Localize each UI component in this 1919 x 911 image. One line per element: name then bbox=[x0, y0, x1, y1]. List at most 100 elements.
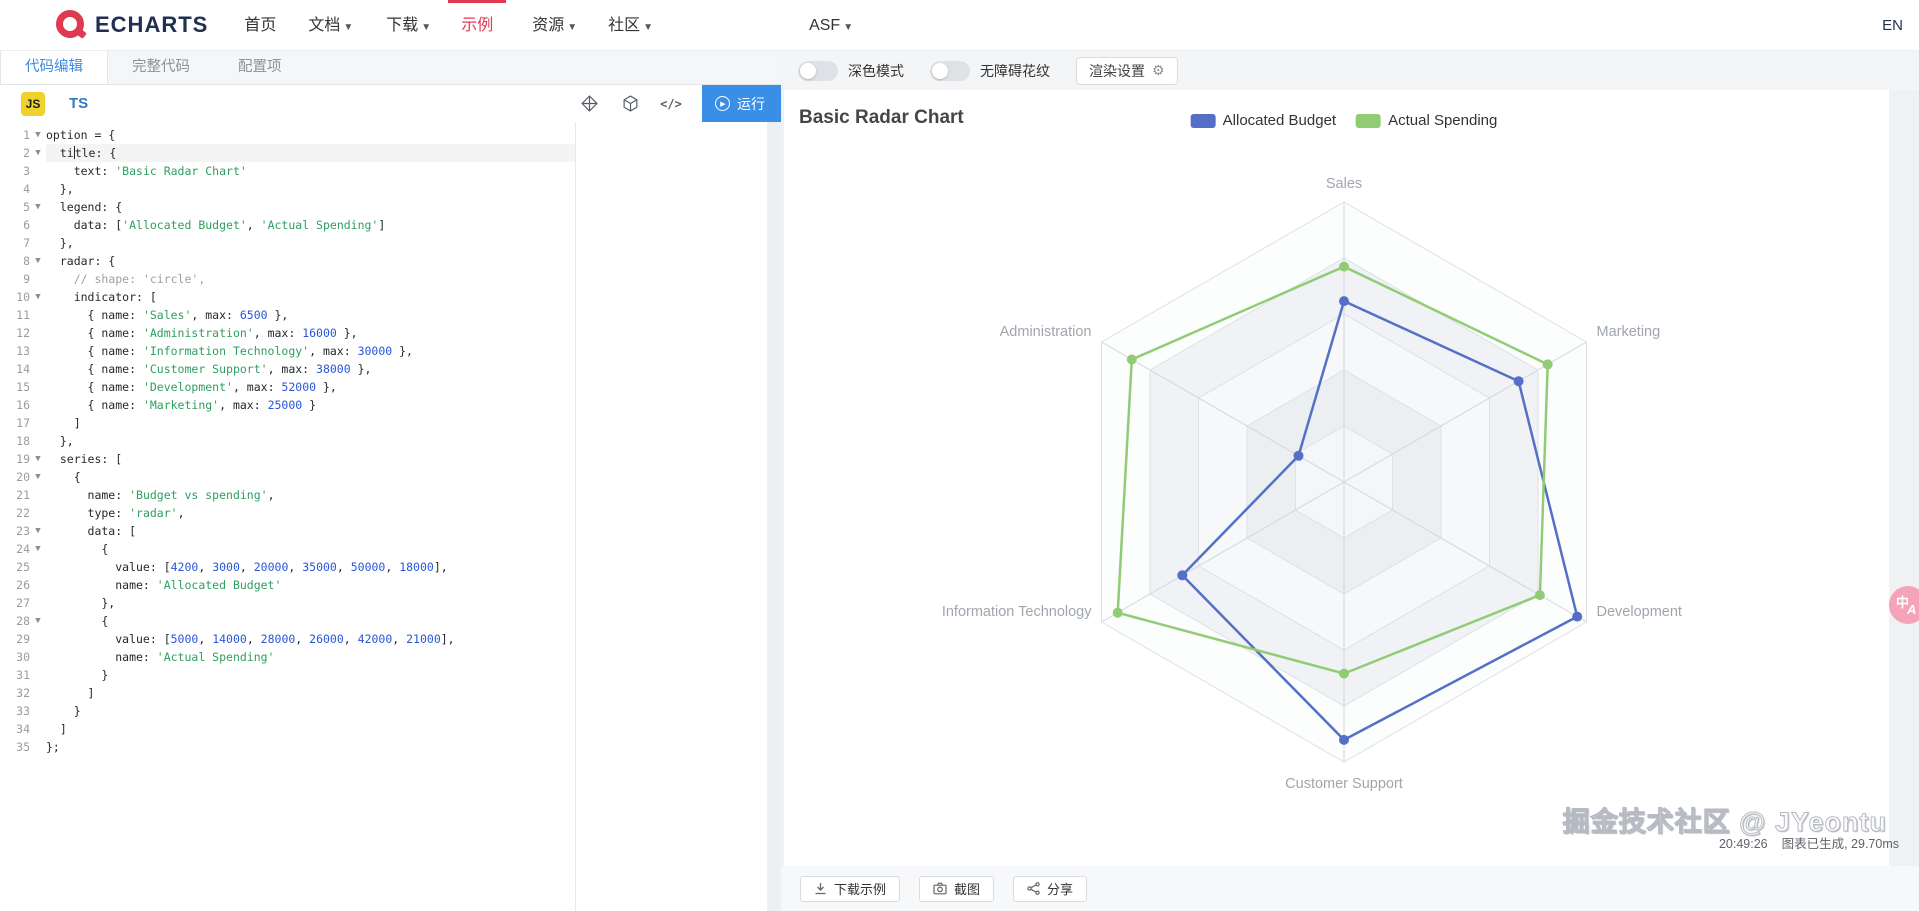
code-line-23[interactable]: 23 ▼ data: [ bbox=[0, 522, 455, 540]
dark-mode-toggle[interactable] bbox=[798, 60, 838, 81]
radar-data-point[interactable] bbox=[1534, 590, 1545, 601]
code-line-11[interactable]: 11 { name: 'Sales', max: 6500 }, bbox=[0, 306, 455, 324]
code-line-21[interactable]: 21 name: 'Budget vs spending', bbox=[0, 486, 455, 504]
code-line-16[interactable]: 16 { name: 'Marketing', max: 25000 } bbox=[0, 396, 455, 414]
code-line-3[interactable]: 3 text: 'Basic Radar Chart' bbox=[0, 162, 455, 180]
radar-data-point[interactable] bbox=[1339, 668, 1349, 679]
fold-arrow-icon[interactable]: ▼ bbox=[35, 616, 41, 626]
line-number: 12 bbox=[16, 326, 30, 340]
line-number: 24 bbox=[16, 542, 30, 556]
code-line-5[interactable]: 5 ▼ legend: { bbox=[0, 198, 455, 216]
legend-item-2[interactable]: Actual Spending bbox=[1356, 112, 1497, 129]
code-line-34[interactable]: 34 ] bbox=[0, 720, 455, 738]
aria-pattern-toggle[interactable] bbox=[930, 60, 970, 81]
code-editor[interactable]: 1 ▼ option = {2 ▼ title: {3 text: 'Basic Ra… bbox=[0, 122, 767, 911]
radar-data-point[interactable] bbox=[1542, 359, 1553, 370]
radar-data-point[interactable] bbox=[1339, 296, 1349, 307]
code-line-26[interactable]: 26 name: 'Allocated Budget' bbox=[0, 576, 455, 594]
share-button[interactable]: 分享 bbox=[1013, 875, 1088, 902]
code-line-27[interactable]: 27 }, bbox=[0, 594, 455, 612]
nav-item-5[interactable]: 资源 ▼ bbox=[532, 16, 578, 34]
code-line-9[interactable]: 9 // shape: 'circle', bbox=[0, 270, 455, 288]
line-number: 22 bbox=[16, 506, 30, 520]
download-example-button[interactable]: 下载示例 bbox=[800, 875, 901, 902]
code-text: ] bbox=[46, 722, 67, 736]
code-line-19[interactable]: 19 ▼ series: [ bbox=[0, 450, 455, 468]
line-number: 14 bbox=[16, 362, 30, 376]
nav-item-6[interactable]: 社区 ▼ bbox=[608, 16, 654, 34]
code-line-12[interactable]: 12 { name: 'Administration', max: 16000 … bbox=[0, 324, 455, 342]
nav-item-2[interactable]: 文档 ▼ bbox=[308, 16, 354, 34]
tab-code-edit[interactable]: 代码编辑 bbox=[0, 51, 108, 84]
legend-item-1[interactable]: Allocated Budget bbox=[1190, 112, 1336, 129]
language-switch[interactable]: EN bbox=[1882, 17, 1903, 34]
panel-splitter[interactable] bbox=[767, 122, 781, 911]
radar-data-point[interactable] bbox=[1513, 376, 1524, 387]
radar-data-point[interactable] bbox=[1293, 450, 1304, 461]
cube-3d-icon[interactable] bbox=[620, 94, 640, 114]
translate-widget-button[interactable]: 中 A bbox=[1889, 586, 1919, 624]
code-line-33[interactable]: 33 } bbox=[0, 702, 455, 720]
code-line-22[interactable]: 22 type: 'radar', bbox=[0, 504, 455, 522]
tab-option[interactable]: 配置项 bbox=[238, 59, 282, 75]
code-line-29[interactable]: 29 value: [5000, 14000, 28000, 26000, 42… bbox=[0, 630, 454, 648]
preview-panel: 深色模式 无障碍花纹 渲染设置 ⚙ Basic Radar Chart Allo… bbox=[781, 51, 1919, 911]
ts-lang-toggle[interactable]: TS bbox=[69, 95, 89, 112]
line-number: 33 bbox=[16, 704, 30, 718]
nav-item-3[interactable]: 下载 ▼ bbox=[386, 16, 432, 34]
code-line-4[interactable]: 4 }, bbox=[0, 180, 455, 198]
radar-data-point[interactable] bbox=[1339, 734, 1349, 745]
code-text: { name: 'Marketing', max: 25000 } bbox=[46, 398, 317, 412]
render-mode-icon[interactable] bbox=[579, 94, 599, 114]
code-line-1[interactable]: 1 ▼ option = { bbox=[0, 126, 455, 144]
radar-data-point[interactable] bbox=[1112, 607, 1123, 618]
fold-arrow-icon[interactable]: ▼ bbox=[35, 148, 41, 158]
code-line-13[interactable]: 13 { name: 'Information Technology', max… bbox=[0, 342, 455, 360]
fold-arrow-icon[interactable]: ▼ bbox=[35, 454, 41, 464]
radar-data-point[interactable] bbox=[1177, 570, 1188, 581]
code-line-6[interactable]: 6 data: ['Allocated Budget', 'Actual Spe… bbox=[0, 216, 455, 234]
fold-arrow-icon[interactable]: ▼ bbox=[35, 526, 41, 536]
fold-arrow-icon[interactable]: ▼ bbox=[35, 292, 41, 302]
code-line-15[interactable]: 15 { name: 'Development', max: 52000 }, bbox=[0, 378, 455, 396]
radar-axis-label: Administration bbox=[1000, 324, 1092, 340]
code-line-17[interactable]: 17 ] bbox=[0, 414, 455, 432]
radar-data-point[interactable] bbox=[1339, 261, 1349, 272]
fold-arrow-icon[interactable]: ▼ bbox=[35, 256, 41, 266]
code-line-28[interactable]: 28 ▼ { bbox=[0, 612, 455, 630]
line-number: 7 bbox=[23, 236, 30, 250]
nav-item-4[interactable]: 示例 bbox=[461, 0, 493, 51]
fold-gutter bbox=[30, 180, 46, 198]
code-line-2[interactable]: 2 ▼ title: { bbox=[0, 144, 575, 162]
fold-gutter bbox=[30, 414, 46, 432]
radar-chart[interactable]: Sales Administration Information Technolog… bbox=[784, 90, 1889, 866]
run-button[interactable]: ▶ 运行 bbox=[702, 85, 781, 122]
radar-data-point[interactable] bbox=[1126, 354, 1137, 365]
code-line-7[interactable]: 7 }, bbox=[0, 234, 455, 252]
code-line-24[interactable]: 24 ▼ { bbox=[0, 540, 455, 558]
code-line-10[interactable]: 10 ▼ indicator: [ bbox=[0, 288, 455, 306]
code-line-18[interactable]: 18 }, bbox=[0, 432, 455, 450]
render-settings-button[interactable]: 渲染设置 ⚙ bbox=[1076, 56, 1178, 85]
view-code-icon[interactable]: </> bbox=[660, 96, 682, 111]
fold-arrow-icon[interactable]: ▼ bbox=[35, 202, 41, 212]
code-line-25[interactable]: 25 value: [4200, 3000, 20000, 35000, 500… bbox=[0, 558, 455, 576]
code-line-32[interactable]: 32 ] bbox=[0, 684, 455, 702]
js-lang-toggle[interactable]: JS bbox=[21, 91, 45, 116]
fold-arrow-icon[interactable]: ▼ bbox=[35, 544, 41, 554]
code-line-31[interactable]: 31 } bbox=[0, 666, 455, 684]
fold-arrow-icon[interactable]: ▼ bbox=[35, 130, 41, 140]
code-line-14[interactable]: 14 { name: 'Customer Support', max: 3800… bbox=[0, 360, 455, 378]
code-line-30[interactable]: 30 name: 'Actual Spending' bbox=[0, 648, 455, 666]
tab-full-code[interactable]: 完整代码 bbox=[132, 59, 190, 75]
fold-arrow-icon[interactable]: ▼ bbox=[35, 472, 41, 482]
nav-item-7[interactable]: ASF ▼ bbox=[809, 16, 854, 34]
code-line-8[interactable]: 8 ▼ radar: { bbox=[0, 252, 455, 270]
nav-item-1[interactable]: 首页 bbox=[244, 16, 277, 34]
code-line-35[interactable]: 35}; bbox=[0, 738, 455, 756]
echarts-logo[interactable]: ECHARTS bbox=[56, 10, 208, 40]
code-line-20[interactable]: 20 ▼ { bbox=[0, 468, 455, 486]
screenshot-button[interactable]: 截图 bbox=[919, 875, 995, 902]
radar-data-point[interactable] bbox=[1572, 611, 1583, 622]
code-text: value: [4200, 3000, 20000, 35000, 50000,… bbox=[46, 560, 448, 574]
